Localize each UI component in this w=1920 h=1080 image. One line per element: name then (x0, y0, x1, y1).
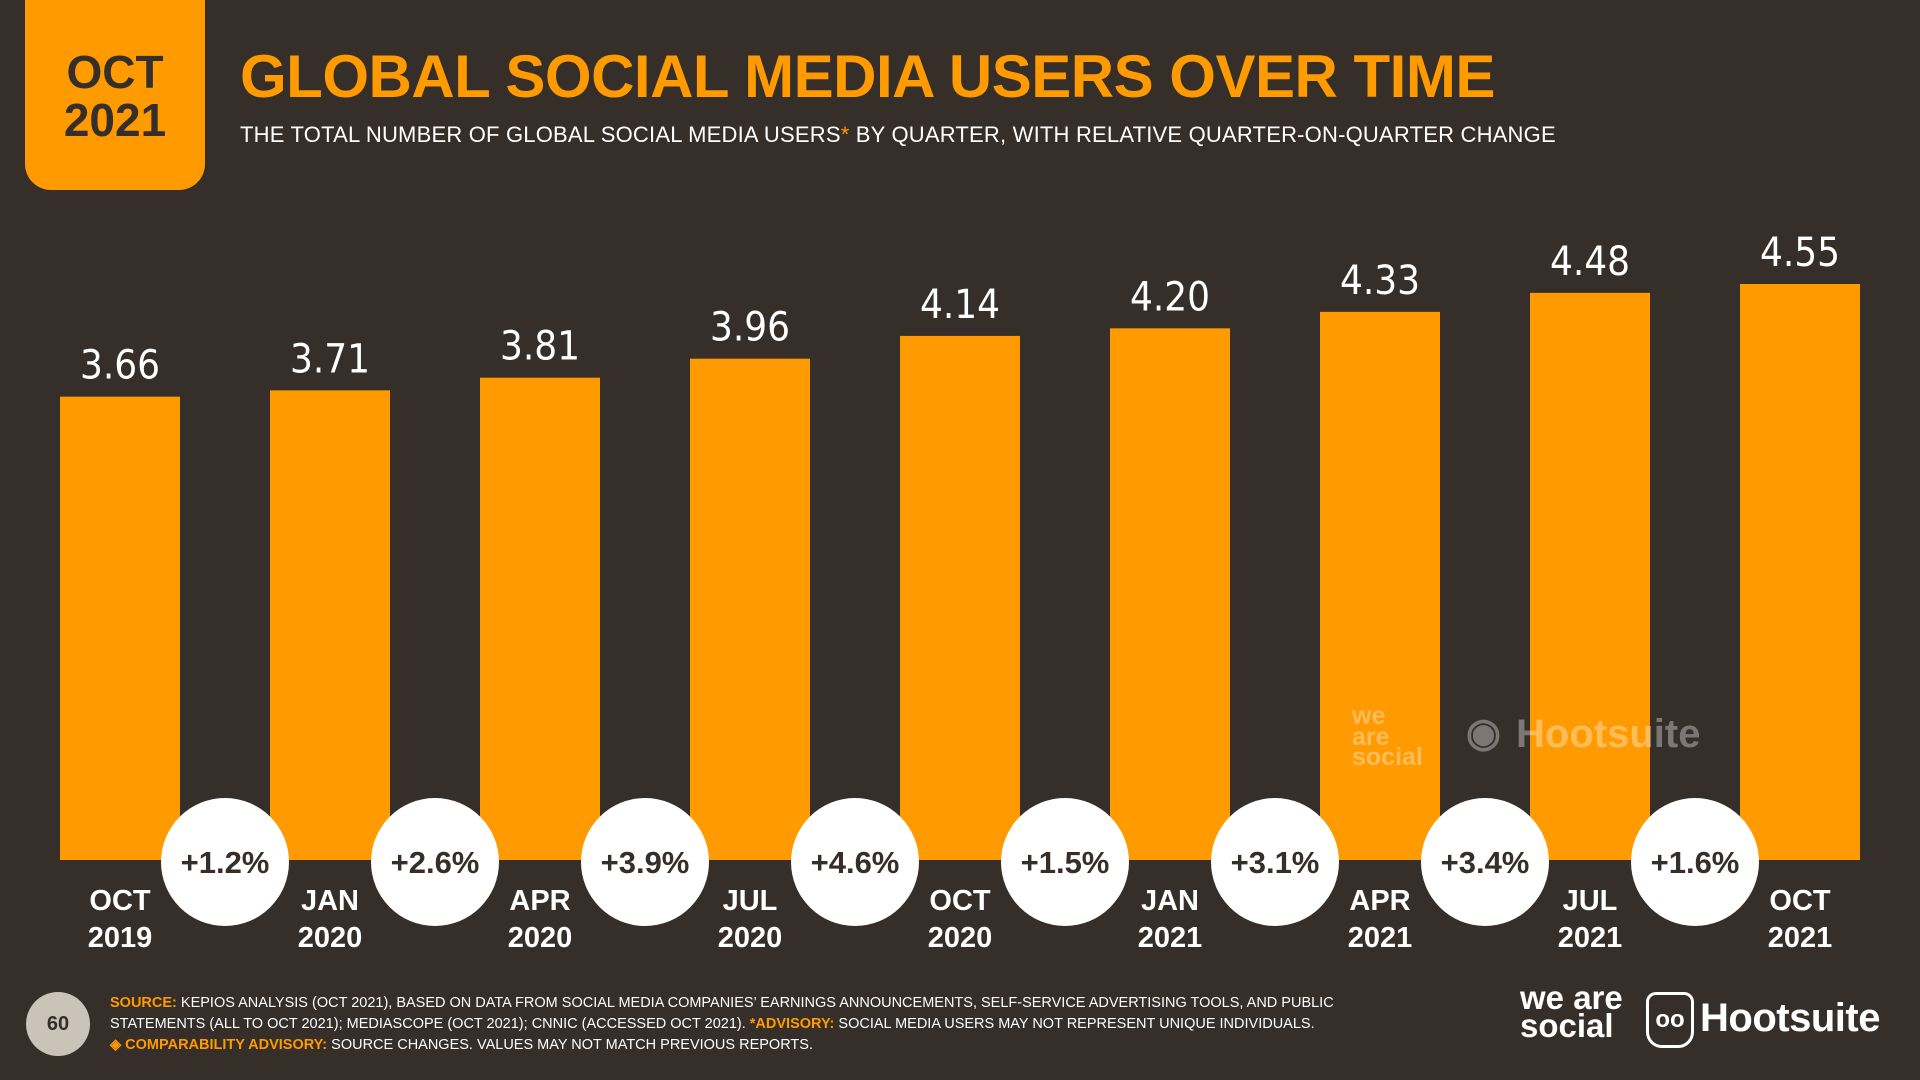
watermark-we-are-social: we are social (1352, 702, 1423, 771)
comparability-label: ◈ COMPARABILITY ADVISORY: (110, 1037, 328, 1053)
bar (1740, 284, 1860, 860)
we-are-social-logo: we are social (1520, 979, 1623, 1045)
x-tick-label: 2021 (1558, 922, 1623, 954)
bar (1110, 328, 1230, 860)
badge-year: 2021 (63, 94, 167, 146)
x-tick-label: 2020 (298, 922, 363, 954)
x-tick-label: 2019 (88, 922, 153, 954)
x-tick-label: JAN (1141, 885, 1199, 917)
change-label: +3.9% (601, 845, 690, 880)
bar-value-label: 4.33 (1340, 258, 1420, 304)
bar (60, 396, 180, 860)
watermark-hootsuite: Hootsuite (1516, 712, 1701, 756)
source-text: KEPIOS ANALYSIS (OCT 2021), BASED ON DAT… (110, 995, 1334, 1032)
x-tick-label: JUL (723, 885, 778, 917)
bar (900, 335, 1020, 860)
bar-value-label: 3.66 (80, 343, 160, 389)
change-bubble (1211, 798, 1339, 926)
date-badge: OCT 2021 (25, 0, 205, 190)
x-tick-label: 2020 (718, 922, 783, 954)
badge-month: OCT (66, 45, 164, 98)
comparability-text: SOURCE CHANGES. VALUES MAY NOT MATCH PRE… (327, 1037, 813, 1053)
change-bubble (791, 798, 919, 926)
page-title: GLOBAL SOCIAL MEDIA USERS OVER TIME (240, 43, 1495, 110)
bar-value-label: 4.55 (1760, 230, 1840, 276)
bar-value-label: 4.20 (1130, 274, 1210, 320)
bar (270, 390, 390, 860)
bar-value-label: 3.81 (500, 324, 580, 370)
page-subtitle: THE TOTAL NUMBER OF GLOBAL SOCIAL MEDIA … (240, 122, 1556, 148)
change-bubble (1001, 798, 1129, 926)
bar (690, 358, 810, 860)
change-bubble (581, 798, 709, 926)
advisory-text: SOCIAL MEDIA USERS MAY NOT REPRESENT UNI… (834, 1016, 1315, 1032)
subtitle-main: THE TOTAL NUMBER OF GLOBAL SOCIAL MEDIA … (240, 122, 841, 147)
hootsuite-owl-icon: oo (1646, 992, 1694, 1048)
x-tick-label: APR (509, 885, 570, 917)
change-label: +3.1% (1231, 845, 1320, 880)
subtitle-rest: BY QUARTER, WITH RELATIVE QUARTER-ON-QUA… (849, 122, 1556, 147)
change-label: +2.6% (391, 845, 480, 880)
change-label: +3.4% (1441, 845, 1530, 880)
change-label: +1.5% (1021, 845, 1110, 880)
x-tick-label: 2021 (1348, 922, 1413, 954)
hootsuite-logo: Hootsuite (1700, 996, 1880, 1040)
x-tick-label: 2021 (1138, 922, 1203, 954)
x-tick-label: 2020 (508, 922, 573, 954)
change-bubble (1421, 798, 1549, 926)
change-bubble (161, 798, 289, 926)
bar-value-label: 3.96 (710, 305, 790, 351)
bar (480, 377, 600, 860)
bar (1530, 292, 1650, 860)
change-bubble (1631, 798, 1759, 926)
change-label: +1.2% (181, 845, 270, 880)
bar-value-label: 4.14 (920, 282, 1000, 328)
source-label: SOURCE: (110, 995, 177, 1011)
change-label: +1.6% (1651, 845, 1740, 880)
x-tick-label: OCT (929, 885, 991, 917)
x-tick-label: APR (1349, 885, 1410, 917)
bar-value-label: 4.48 (1550, 239, 1630, 285)
subtitle-asterisk: * (840, 122, 850, 147)
x-tick-label: JAN (301, 885, 359, 917)
watermark-owl-icon: ◉ (1466, 711, 1501, 755)
x-tick-label: 2021 (1768, 922, 1833, 954)
bar (1320, 311, 1440, 860)
bar-value-label: 3.71 (290, 336, 370, 382)
x-tick-label: OCT (89, 885, 151, 917)
page-number: 60 (26, 992, 90, 1056)
x-tick-label: JUL (1563, 885, 1618, 917)
change-bubble (371, 798, 499, 926)
footer-source: SOURCE: KEPIOS ANALYSIS (OCT 2021), BASE… (110, 993, 1410, 1056)
x-tick-label: 2020 (928, 922, 993, 954)
advisory-label: *ADVISORY: (749, 1016, 835, 1032)
change-label: +4.6% (811, 845, 900, 880)
x-tick-label: OCT (1769, 885, 1831, 917)
watermark: we are social ◉ Hootsuite (1352, 702, 1732, 771)
